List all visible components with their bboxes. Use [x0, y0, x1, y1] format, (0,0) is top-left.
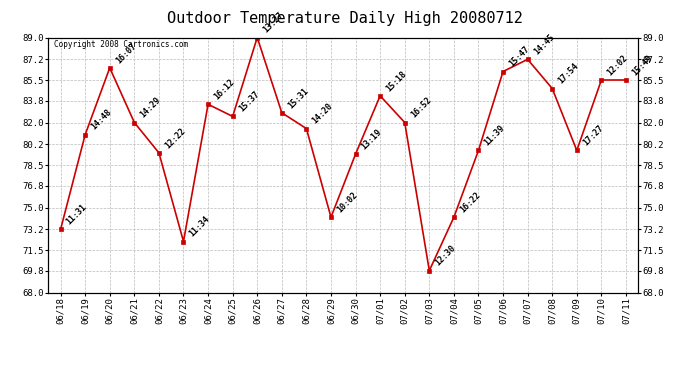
- Text: 13:27: 13:27: [262, 10, 286, 35]
- Text: 10:02: 10:02: [335, 190, 359, 214]
- Text: 11:39: 11:39: [482, 124, 506, 148]
- Text: 16:52: 16:52: [409, 96, 433, 120]
- Text: 16:12: 16:12: [213, 78, 236, 102]
- Text: 11:31: 11:31: [65, 202, 89, 226]
- Text: 12:02: 12:02: [606, 53, 629, 77]
- Text: Copyright 2008 Cartronics.com: Copyright 2008 Cartronics.com: [55, 40, 188, 49]
- Text: 17:27: 17:27: [581, 124, 605, 148]
- Text: 15:47: 15:47: [507, 45, 531, 69]
- Text: 15:49: 15:49: [630, 53, 654, 77]
- Text: 14:48: 14:48: [89, 108, 113, 132]
- Text: 15:37: 15:37: [237, 90, 261, 114]
- Text: 14:29: 14:29: [139, 96, 163, 120]
- Text: 12:22: 12:22: [163, 126, 187, 150]
- Text: 11:34: 11:34: [188, 214, 212, 239]
- Text: Outdoor Temperature Daily High 20080712: Outdoor Temperature Daily High 20080712: [167, 11, 523, 26]
- Text: 16:07: 16:07: [114, 41, 138, 65]
- Text: 12:30: 12:30: [433, 244, 457, 268]
- Text: 15:18: 15:18: [384, 69, 408, 93]
- Text: 15:31: 15:31: [286, 86, 310, 110]
- Text: 14:45: 14:45: [532, 33, 556, 57]
- Text: 16:22: 16:22: [458, 190, 482, 214]
- Text: 14:20: 14:20: [310, 102, 335, 126]
- Text: 13:19: 13:19: [359, 127, 384, 151]
- Text: 17:54: 17:54: [556, 62, 580, 86]
